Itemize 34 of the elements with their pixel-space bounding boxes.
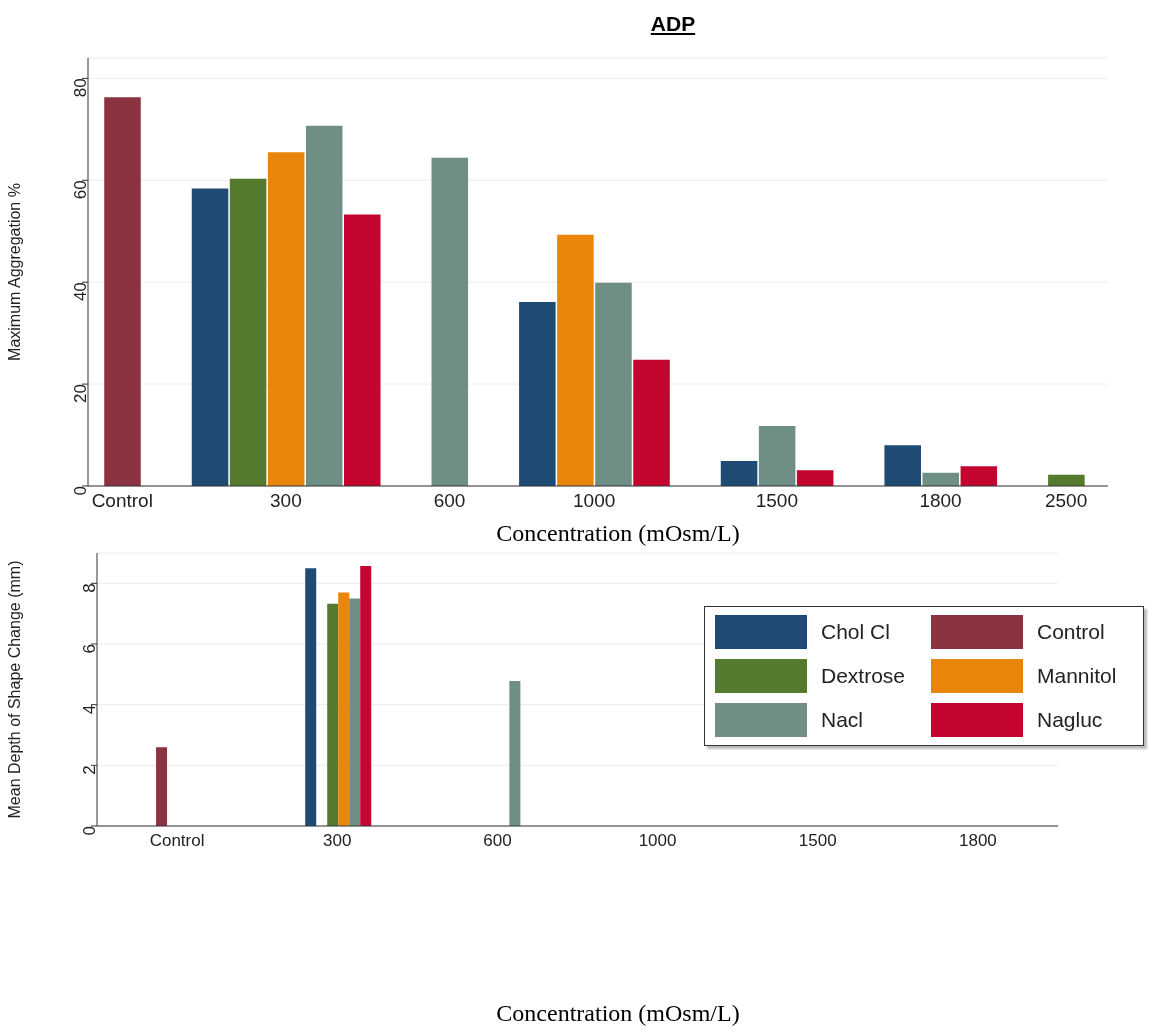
y-tick-label: 0 — [80, 826, 100, 836]
x-tick-label: 2500 — [1044, 490, 1088, 512]
y-tick-label: 4 — [80, 704, 100, 715]
y-axis-title: Mean Depth of Shape Change (mm) — [5, 560, 23, 819]
y-tick-label: 60 — [71, 180, 91, 200]
x-tick-label: Control — [149, 831, 205, 851]
x-tick-label: 1500 — [755, 490, 799, 512]
y-tick-label: 20 — [71, 384, 91, 404]
y-axis-title: Maximum Aggregation % — [5, 183, 23, 361]
chart-title: ADP — [649, 12, 697, 36]
legend-label: Dextrose — [821, 664, 906, 688]
x-tick-label: 1000 — [638, 831, 677, 851]
x-axis-title: Concentration (mOsm/L) — [495, 1000, 741, 1028]
y-tick-label: 40 — [71, 282, 91, 302]
x-axis-title: Concentration (mOsm/L) — [495, 520, 741, 548]
y-tick-label: 80 — [71, 78, 91, 98]
x-tick-label: Control — [91, 490, 153, 512]
x-tick-label: 1800 — [919, 490, 962, 512]
x-tick-label: 300 — [323, 831, 352, 851]
y-tick-label: 0 — [71, 486, 91, 496]
x-tick-label: 1000 — [573, 490, 616, 512]
x-tick-label: 600 — [433, 490, 466, 512]
y-tick-label: 2 — [80, 765, 100, 775]
legend-label: Nagluc — [1037, 708, 1103, 732]
x-tick-label: 300 — [270, 490, 302, 512]
y-tick-label: 6 — [80, 644, 100, 654]
legend-label: Nacl — [821, 708, 864, 732]
x-tick-label: 600 — [483, 831, 512, 851]
y-tick-label: 8 — [80, 583, 100, 593]
legend-label: Control — [1037, 620, 1105, 644]
legend-label: Chol Cl — [821, 620, 890, 644]
x-tick-label: 1500 — [798, 831, 837, 851]
legend-label: Mannitol — [1037, 664, 1117, 688]
x-tick-label: 1800 — [959, 831, 997, 851]
